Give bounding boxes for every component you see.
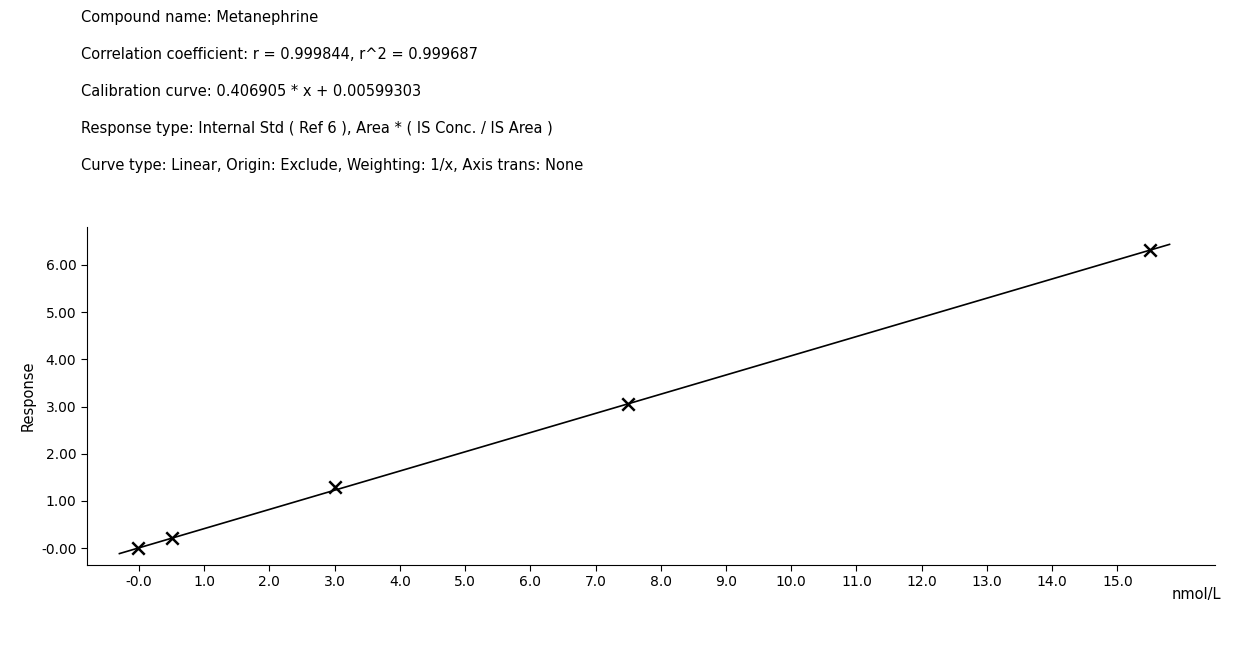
Text: Calibration curve: 0.406905 * x + 0.00599303: Calibration curve: 0.406905 * x + 0.0059… <box>81 84 420 99</box>
Point <box>325 482 345 492</box>
Point <box>129 543 149 554</box>
Point <box>1140 245 1159 255</box>
Text: Correlation coefficient: r = 0.999844, r^2 = 0.999687: Correlation coefficient: r = 0.999844, r… <box>81 47 477 62</box>
Point <box>161 533 181 543</box>
Text: nmol/L: nmol/L <box>1172 587 1221 602</box>
Text: Compound name: Metanephrine: Compound name: Metanephrine <box>81 10 317 25</box>
Y-axis label: Response: Response <box>20 361 35 431</box>
Text: Curve type: Linear, Origin: Exclude, Weighting: 1/x, Axis trans: None: Curve type: Linear, Origin: Exclude, Wei… <box>81 158 583 173</box>
Point <box>619 399 639 410</box>
Text: Response type: Internal Std ( Ref 6 ), Area * ( IS Conc. / IS Area ): Response type: Internal Std ( Ref 6 ), A… <box>81 121 552 136</box>
